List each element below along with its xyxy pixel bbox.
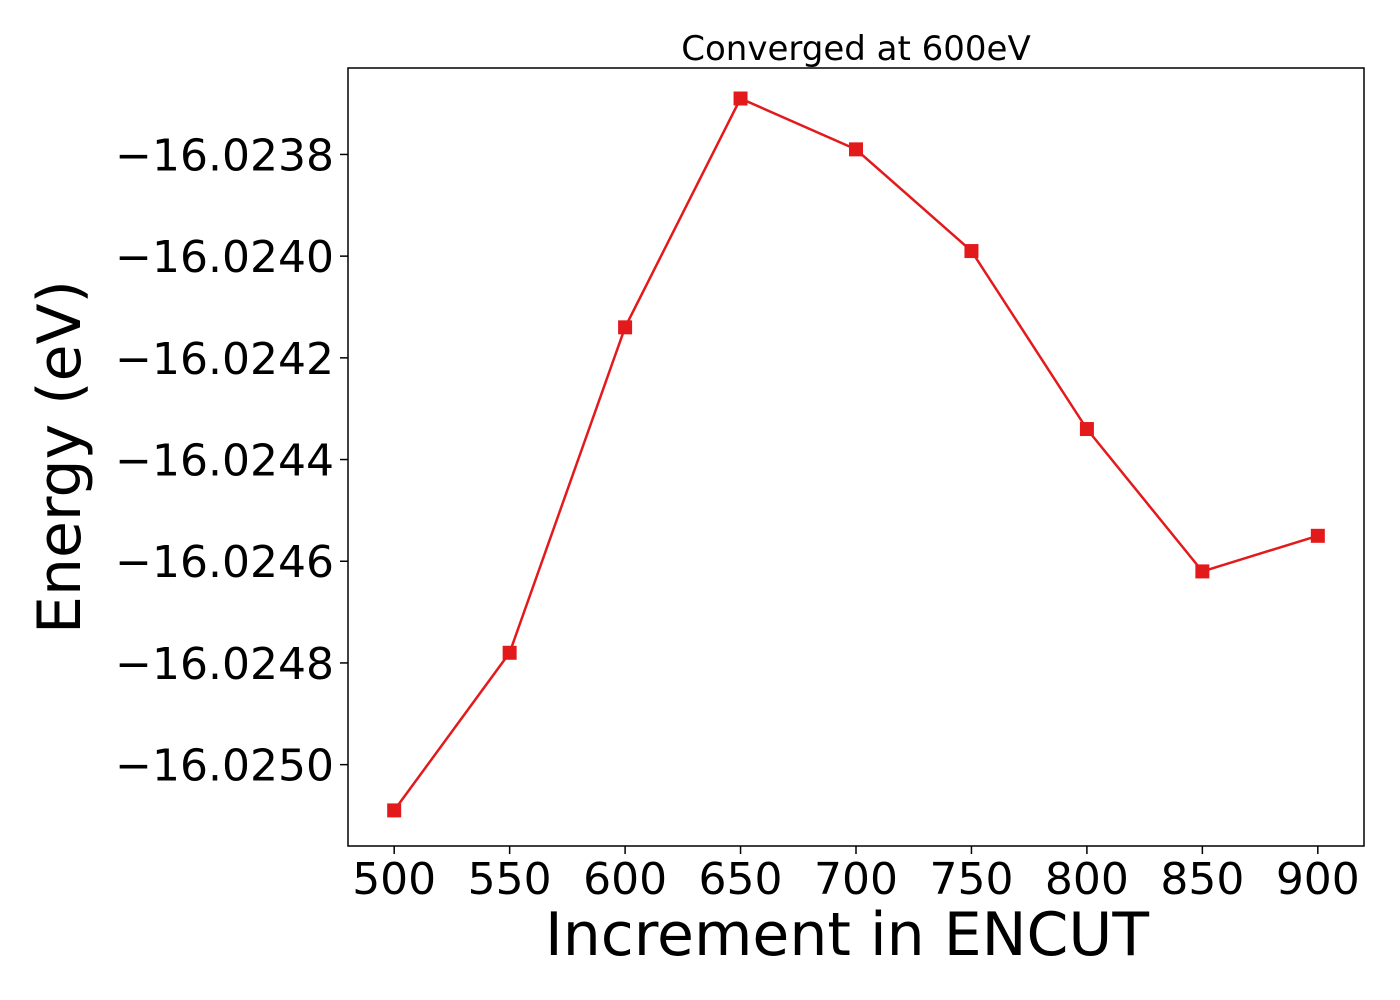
- x-tick-label: 900: [1276, 854, 1360, 905]
- series-layer: [387, 91, 1325, 818]
- x-tick-label: 500: [352, 854, 436, 905]
- x-tick-label: 650: [699, 854, 783, 905]
- x-axis-ticks: 500 550 600 650 700 750 800 850 900: [352, 846, 1360, 905]
- y-tick-label: −16.0250: [115, 741, 334, 792]
- data-point-marker: [1079, 422, 1094, 437]
- y-tick-label: −16.0238: [115, 130, 334, 181]
- data-point-marker: [387, 803, 402, 818]
- x-tick-label: 750: [929, 854, 1013, 905]
- chart-title: Converged at 600eV: [681, 29, 1030, 69]
- data-point-marker: [733, 91, 748, 106]
- y-axis-label: Energy (eV): [25, 280, 95, 634]
- y-tick-label: −16.0248: [115, 639, 334, 690]
- x-tick-label: 800: [1045, 854, 1129, 905]
- y-tick-label: −16.0240: [115, 232, 334, 283]
- data-point-marker: [1195, 564, 1210, 579]
- data-point-marker: [502, 645, 517, 660]
- data-point-marker: [849, 142, 863, 157]
- data-point-marker: [1310, 528, 1325, 543]
- x-tick-label: 600: [583, 854, 667, 905]
- y-tick-label: −16.0246: [115, 537, 334, 588]
- y-tick-label: −16.0242: [115, 334, 334, 385]
- x-axis-label: Increment in ENCUT: [545, 900, 1149, 970]
- y-tick-label: −16.0244: [115, 436, 334, 487]
- data-point-marker: [618, 320, 633, 335]
- x-tick-label: 550: [468, 854, 552, 905]
- y-axis-ticks: −16.0238 −16.0240 −16.0242 −16.0244 −16.0246…: [115, 130, 348, 792]
- x-tick-label: 700: [814, 854, 898, 905]
- data-point-marker: [964, 244, 979, 259]
- x-tick-label: 850: [1160, 854, 1244, 905]
